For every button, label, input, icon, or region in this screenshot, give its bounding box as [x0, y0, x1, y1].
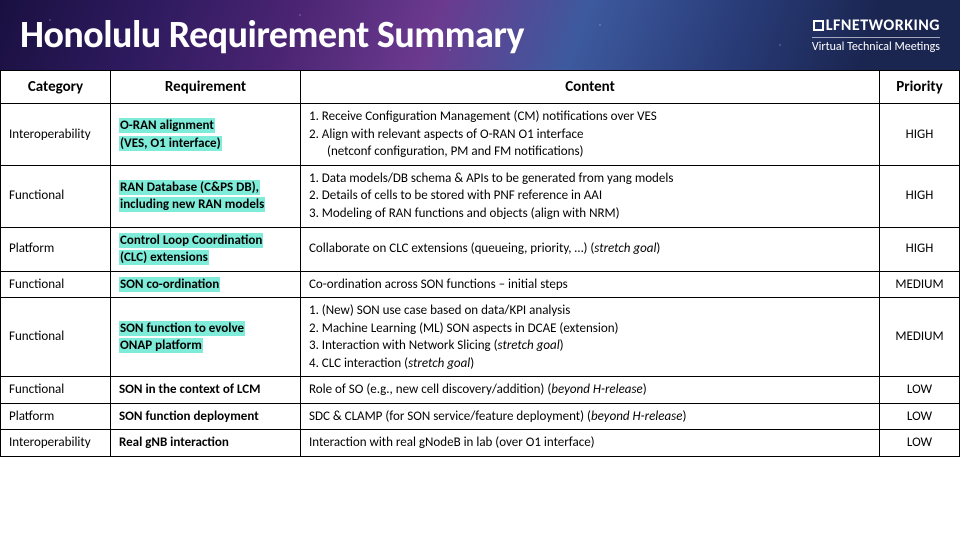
cell-category: Functional — [1, 271, 111, 298]
requirements-table: Category Requirement Content Priority In… — [0, 70, 960, 457]
brand-suffix: NETWORKING — [841, 16, 940, 35]
table-row: FunctionalSON function to evolveONAP pla… — [1, 298, 960, 377]
cell-priority: HIGH — [880, 227, 960, 271]
table-row: InteroperabilityReal gNB interactionInte… — [1, 430, 960, 457]
cell-requirement: Control Loop Coordination(CLC) extension… — [111, 227, 301, 271]
cell-content: 1. Receive Configuration Management (CM)… — [301, 104, 880, 166]
cell-category: Interoperability — [1, 104, 111, 166]
cell-content: Interaction with real gNodeB in lab (ove… — [301, 430, 880, 457]
table-row: PlatformControl Loop Coordination(CLC) e… — [1, 227, 960, 271]
cell-requirement: SON co-ordination — [111, 271, 301, 298]
cell-priority: LOW — [880, 377, 960, 404]
brand-block: LFNETWORKING Virtual Technical Meetings — [812, 16, 940, 54]
brand-main: LFNETWORKING — [812, 16, 940, 35]
col-requirement: Requirement — [111, 71, 301, 104]
cell-category: Functional — [1, 165, 111, 227]
brand-prefix: LF — [826, 16, 841, 35]
cell-content: Co-ordination across SON functions – ini… — [301, 271, 880, 298]
table-header-row: Category Requirement Content Priority — [1, 71, 960, 104]
cell-category: Platform — [1, 403, 111, 430]
cell-requirement: SON function deployment — [111, 403, 301, 430]
cell-requirement: Real gNB interaction — [111, 430, 301, 457]
cell-requirement: SON in the context of LCM — [111, 377, 301, 404]
cell-requirement: RAN Database (C&PS DB),including new RAN… — [111, 165, 301, 227]
cell-priority: MEDIUM — [880, 298, 960, 377]
cell-requirement: O-RAN alignment(VES, O1 interface) — [111, 104, 301, 166]
cell-priority: MEDIUM — [880, 271, 960, 298]
cell-content: 1. (New) SON use case based on data/KPI … — [301, 298, 880, 377]
col-priority: Priority — [880, 71, 960, 104]
cell-category: Functional — [1, 298, 111, 377]
col-content: Content — [301, 71, 880, 104]
slide-title: Honolulu Requirement Summary — [20, 12, 524, 58]
cell-priority: LOW — [880, 403, 960, 430]
cell-category: Functional — [1, 377, 111, 404]
brand-box-icon — [813, 20, 824, 31]
cell-content: Role of SO (e.g., new cell discovery/add… — [301, 377, 880, 404]
col-category: Category — [1, 71, 111, 104]
table-body: InteroperabilityO-RAN alignment(VES, O1 … — [1, 104, 960, 457]
cell-content: 1. Data models/DB schema & APIs to be ge… — [301, 165, 880, 227]
table-row: PlatformSON function deploymentSDC & CLA… — [1, 403, 960, 430]
table-row: FunctionalSON co-ordinationCo-ordination… — [1, 271, 960, 298]
cell-priority: LOW — [880, 430, 960, 457]
brand-subtitle: Virtual Technical Meetings — [812, 37, 940, 54]
cell-category: Interoperability — [1, 430, 111, 457]
slide-header: Honolulu Requirement Summary LFNETWORKIN… — [0, 0, 960, 70]
cell-priority: HIGH — [880, 104, 960, 166]
table-row: FunctionalRAN Database (C&PS DB),includi… — [1, 165, 960, 227]
cell-category: Platform — [1, 227, 111, 271]
table-row: InteroperabilityO-RAN alignment(VES, O1 … — [1, 104, 960, 166]
cell-content: Collaborate on CLC extensions (queueing,… — [301, 227, 880, 271]
cell-priority: HIGH — [880, 165, 960, 227]
table-row: FunctionalSON in the context of LCMRole … — [1, 377, 960, 404]
cell-requirement: SON function to evolveONAP platform — [111, 298, 301, 377]
cell-content: SDC & CLAMP (for SON service/feature dep… — [301, 403, 880, 430]
